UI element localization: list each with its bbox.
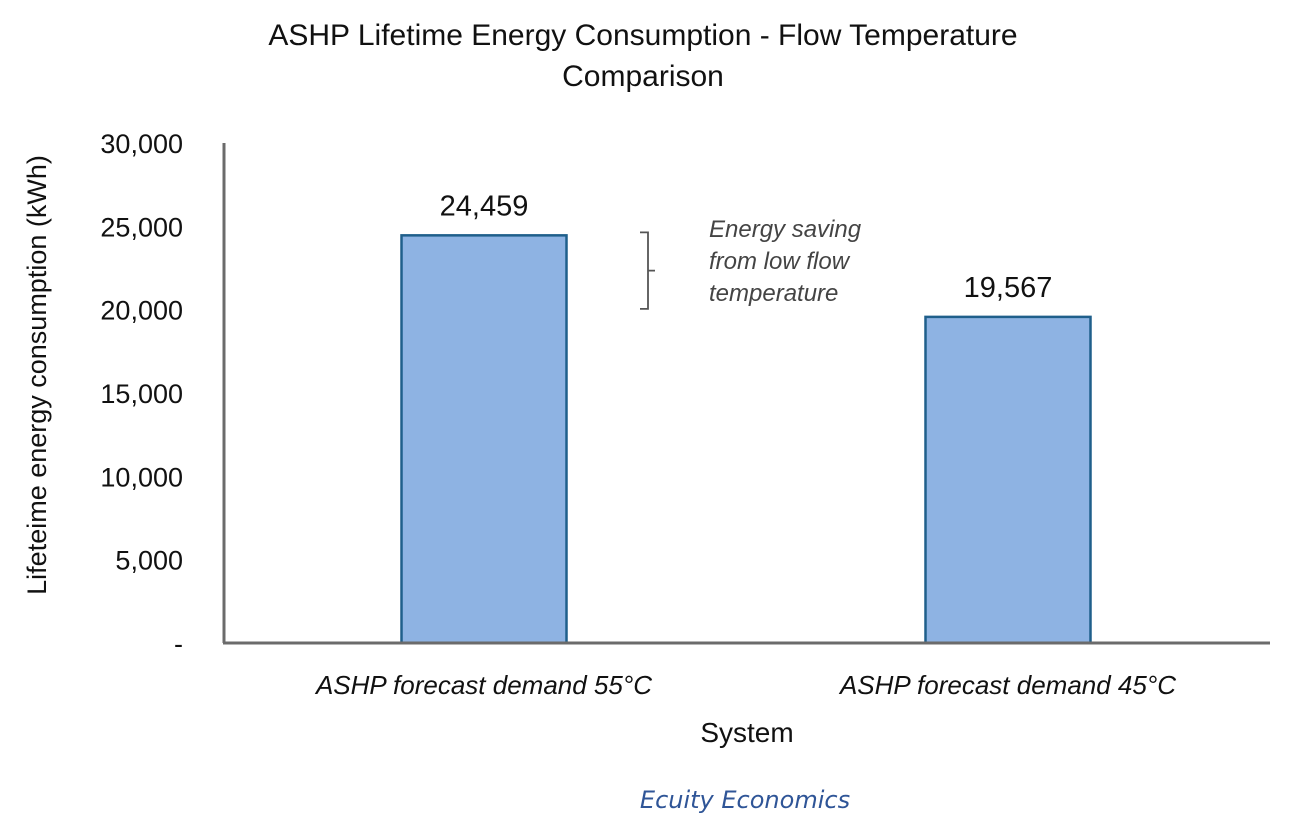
x-tick-label: ASHP forecast demand 55°C <box>314 670 652 700</box>
y-tick-label: 25,000 <box>100 212 183 242</box>
bar-data-label: 19,567 <box>964 272 1053 304</box>
bar <box>924 315 1092 645</box>
x-tick-label: ASHP forecast demand 45°C <box>838 670 1176 700</box>
annotation-brace <box>640 231 655 310</box>
chart-title-line-2: Comparison <box>562 60 724 93</box>
y-tick-label: 10,000 <box>100 462 183 492</box>
annotation-text: from low flow <box>709 248 851 275</box>
y-tick-label: - <box>174 629 183 659</box>
annotation-text: Energy saving <box>709 216 862 243</box>
bar <box>400 234 568 645</box>
x-axis-label: System <box>700 717 793 748</box>
chart-title-line-1: ASHP Lifetime Energy Consumption - Flow … <box>268 19 1017 52</box>
y-tick-label: 30,000 <box>100 129 183 159</box>
annotation-text: temperature <box>709 280 838 307</box>
y-tick-label: 15,000 <box>100 379 183 409</box>
y-tick-label: 20,000 <box>100 296 183 326</box>
y-axis-label: Lifeteime energy consumption (kWh) <box>22 155 52 595</box>
source-label: Ecuity Economics <box>640 786 850 814</box>
bar-data-label: 24,459 <box>440 190 529 222</box>
y-tick-label: 5,000 <box>115 546 183 576</box>
